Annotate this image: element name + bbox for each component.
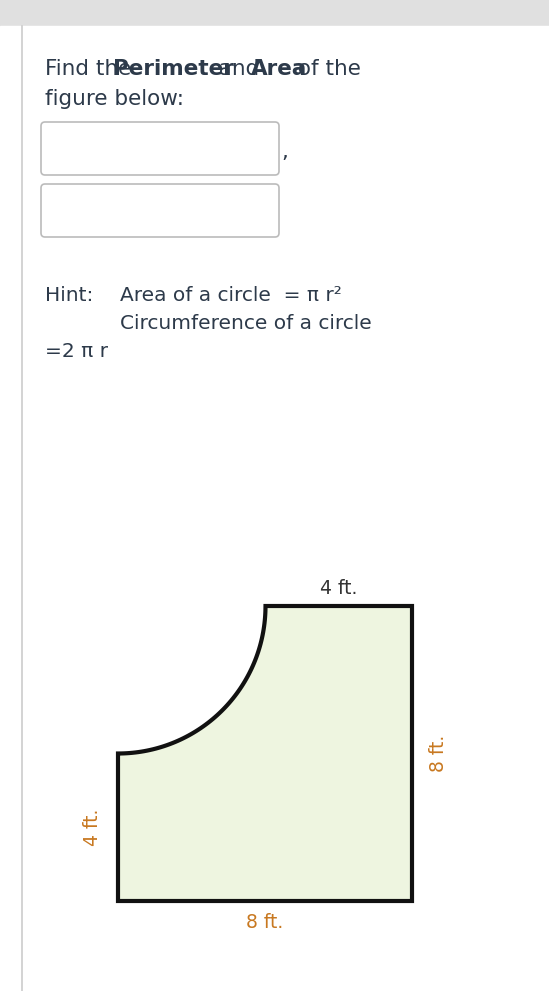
Text: Perimeter: Perimeter	[113, 59, 234, 79]
Text: 4 ft.: 4 ft.	[82, 809, 102, 846]
Text: of the: of the	[291, 59, 361, 79]
Text: 8 ft.: 8 ft.	[429, 735, 447, 772]
Text: Area of a circle  = π r²: Area of a circle = π r²	[120, 286, 341, 305]
Polygon shape	[118, 606, 412, 901]
Text: and: and	[205, 59, 266, 79]
Text: Hint:: Hint:	[45, 286, 93, 305]
Text: Circumference of a circle: Circumference of a circle	[120, 314, 372, 333]
Text: 4 ft.: 4 ft.	[320, 579, 357, 598]
Text: =2 π r: =2 π r	[45, 342, 108, 361]
Text: ,: ,	[281, 143, 288, 163]
Text: Find the: Find the	[45, 59, 138, 79]
FancyBboxPatch shape	[41, 184, 279, 237]
FancyBboxPatch shape	[41, 122, 279, 175]
Text: Area: Area	[251, 59, 307, 79]
Bar	[0, 0, 549, 26]
Text: figure below:: figure below:	[45, 89, 184, 109]
Text: 8 ft.: 8 ft.	[247, 914, 284, 933]
